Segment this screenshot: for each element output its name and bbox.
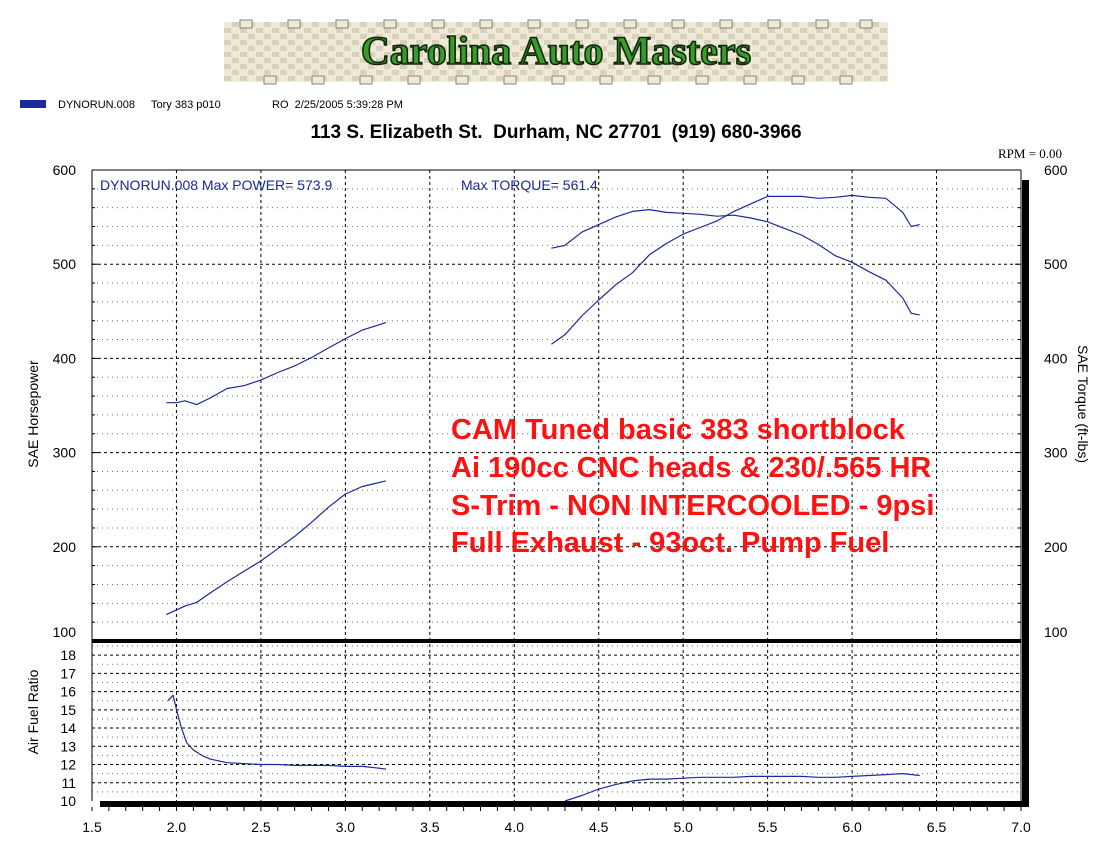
power-torque-line-1-segment-1 xyxy=(551,209,920,316)
annotation-line-1: CAM Tuned basic 383 shortblock xyxy=(451,414,905,446)
legend-run-name: DYNORUN.008 xyxy=(58,99,136,111)
hp-tick-label: 300 xyxy=(53,445,77,461)
x-tick-label: 6.5 xyxy=(927,819,947,835)
panel-divider xyxy=(92,639,1021,643)
afr-tick-label: 10 xyxy=(60,793,76,809)
torque-tick-label: 300 xyxy=(1044,445,1068,461)
hp-tick-label: 100 xyxy=(53,624,77,640)
annotation-line-2: Ai 190cc CNC heads & 230/.565 HR xyxy=(451,452,932,484)
power-torque-line-0-segment-0 xyxy=(166,480,387,616)
grid-layer xyxy=(91,169,1022,811)
hp-tick-label: 200 xyxy=(53,539,77,555)
tick-labels: 1.5 2.0 2.5 3.0 3.5 4.0 4.5 5.0 5.5 6.0 6.5 7.0 100 1… xyxy=(53,162,1068,835)
afr-axis-label: Air Fuel Ratio xyxy=(25,669,41,754)
x-tick-label: 3.5 xyxy=(420,819,440,835)
right-axis-label: SAE Torque (ft-lbs) xyxy=(1075,345,1091,463)
afr-tick-label: 13 xyxy=(60,738,76,754)
x-tick-label: 3.0 xyxy=(336,819,356,835)
afr-tick-label: 16 xyxy=(60,684,76,700)
torque-tick-label: 600 xyxy=(1044,162,1068,178)
run-description: Tory 383 p010 xyxy=(151,99,221,111)
torque-tick-label: 400 xyxy=(1044,350,1068,366)
x-tick-label: 4.5 xyxy=(589,819,609,835)
x-tick-label: 2.5 xyxy=(251,819,271,835)
afr-tick-label: 14 xyxy=(60,720,76,736)
right-shadow-bar xyxy=(1022,180,1029,806)
max-torque-label: Max TORQUE= 561.4 xyxy=(461,177,598,193)
annotation-line-3: S-Trim - NON INTERCOOLED - 9psi xyxy=(451,490,935,522)
afr-line-0-segment-0 xyxy=(167,694,386,770)
chart-frame xyxy=(91,169,1029,807)
x-tick-label: 5.0 xyxy=(673,819,693,835)
x-tick-label: 4.0 xyxy=(505,819,525,835)
afr-tick-label: 12 xyxy=(60,757,76,773)
power-torque-line-1-segment-0 xyxy=(166,322,387,406)
x-tick-label: 6.0 xyxy=(842,819,862,835)
torque-tick-label: 100 xyxy=(1044,624,1068,640)
x-tick-label: 2.0 xyxy=(167,819,187,835)
hp-tick-label: 500 xyxy=(53,256,77,272)
series-layer xyxy=(166,194,920,802)
afr-tick-label: 11 xyxy=(61,775,76,791)
annotation-line-4: Full Exhaust - 93oct. Pump Fuel xyxy=(451,527,890,559)
run-info: RO 2/25/2005 5:39:28 PM xyxy=(272,99,403,111)
logo-text: Carolina Auto Masters xyxy=(361,28,751,73)
x-tick-label: 5.5 xyxy=(758,819,778,835)
max-power-label: DYNORUN.008 Max POWER= 573.9 xyxy=(100,177,332,193)
shop-address: 113 S. Elizabeth St. Durham, NC 27701 (9… xyxy=(310,122,802,143)
bottom-shadow-bar xyxy=(100,801,1029,807)
afr-tick-label: 18 xyxy=(60,647,76,663)
x-tick-label: 1.5 xyxy=(82,819,102,835)
rpm-readout: RPM = 0.00 xyxy=(998,146,1063,161)
carolina-auto-masters-logo: Carolina Auto Masters xyxy=(224,16,888,88)
afr-tick-label: 15 xyxy=(60,702,76,718)
torque-tick-label: 200 xyxy=(1044,539,1068,555)
legend-swatch xyxy=(20,100,46,108)
x-tick-label: 7.0 xyxy=(1011,819,1031,835)
hp-tick-label: 400 xyxy=(53,350,77,366)
left-axis-label: SAE Horsepower xyxy=(25,360,41,468)
afr-line-0-segment-1 xyxy=(564,772,920,802)
hp-tick-label: 600 xyxy=(53,162,77,178)
torque-tick-label: 500 xyxy=(1044,256,1068,272)
power-torque-line-0-segment-1 xyxy=(551,194,920,345)
afr-tick-label: 17 xyxy=(60,665,76,681)
